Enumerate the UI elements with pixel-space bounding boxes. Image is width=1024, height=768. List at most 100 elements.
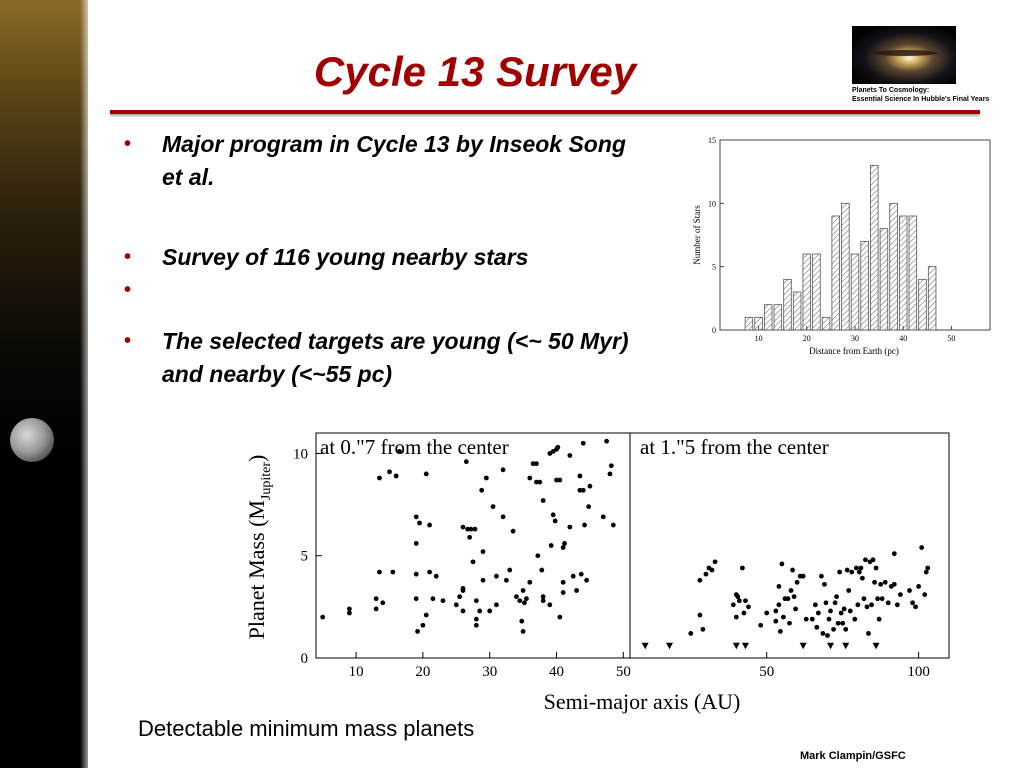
histogram-bar [850, 253, 860, 331]
data-point [733, 614, 739, 620]
histogram-x-tick-label: 40 [899, 334, 907, 343]
data-point [610, 522, 616, 528]
logo-caption: Planets To Cosmology: Essential Science … [852, 86, 989, 104]
data-point [891, 581, 897, 587]
histogram-bar [908, 215, 918, 331]
upper-limit-triangle [827, 642, 835, 650]
data-point [788, 588, 794, 593]
data-point [586, 504, 591, 510]
data-point [535, 553, 541, 559]
data-point [520, 588, 526, 593]
data-point [740, 565, 745, 571]
data-point [866, 631, 871, 636]
scatter-y-tick-label: 0 [301, 651, 309, 667]
scatter-panel-frame [629, 432, 950, 659]
data-point [858, 565, 864, 571]
scatter-x-tick-label: 50 [616, 664, 631, 680]
data-point [380, 600, 386, 606]
data-point [483, 475, 489, 481]
data-point [413, 514, 419, 520]
data-point [473, 616, 479, 622]
scatter-panel-frame [315, 432, 631, 659]
data-point [919, 545, 925, 550]
logo-caption-line2: Essential Science In Hubble's Final Year… [852, 96, 990, 103]
data-point [785, 596, 791, 602]
data-point [387, 469, 392, 475]
histogram-y-tick-label: 0 [712, 326, 716, 335]
data-point [709, 567, 715, 573]
data-point [550, 512, 556, 518]
data-point [843, 626, 849, 632]
data-point [582, 522, 587, 528]
data-point [885, 600, 891, 606]
scatter-x-tick-label: 40 [549, 664, 564, 680]
data-point [527, 475, 533, 481]
histogram-bar [773, 304, 783, 331]
data-point [923, 569, 929, 575]
bullet-item [120, 274, 640, 307]
data-point [530, 461, 536, 467]
data-point [460, 524, 466, 530]
histogram-x-axis-label: Distance from Earth (pc) [809, 346, 899, 356]
histogram-bar [783, 278, 792, 331]
data-point [468, 526, 474, 532]
data-point [873, 565, 879, 571]
data-point [493, 602, 499, 608]
data-point [878, 581, 884, 587]
data-point [470, 559, 476, 565]
data-point [855, 602, 861, 608]
data-point [373, 606, 379, 612]
scatter-points [320, 438, 931, 650]
histogram-x-tick-label: 10 [755, 334, 763, 343]
data-point [913, 604, 918, 610]
data-point [507, 567, 513, 573]
scatter-x-tick-label: 50 [759, 664, 774, 680]
data-point [347, 606, 352, 612]
data-point [430, 596, 436, 602]
upper-limit-triangle [732, 642, 740, 650]
data-point [580, 487, 586, 493]
data-point [480, 549, 486, 555]
data-point [540, 598, 546, 604]
bullet-list: Major program in Cycle 13 by Inseok Song… [120, 128, 640, 391]
data-point [869, 602, 874, 608]
data-point [849, 569, 855, 575]
data-point [510, 528, 516, 534]
data-point [524, 596, 529, 602]
data-point [500, 514, 506, 520]
histogram-bar [763, 304, 773, 331]
data-point [477, 608, 483, 614]
data-point [894, 602, 900, 608]
data-point [800, 573, 806, 579]
data-point [557, 614, 563, 620]
data-point [832, 600, 838, 606]
sombrero-galaxy-logo [852, 26, 956, 84]
upper-limit-triangle [665, 642, 673, 650]
distance-histogram: 10 20 30 40 50 0 5 10 15 Distance from Earth (pc… [692, 136, 991, 356]
data-point [790, 567, 795, 573]
figure-caption: Detectable minimum mass planets [138, 716, 475, 741]
data-point [853, 565, 859, 571]
data-point [577, 473, 583, 479]
data-point [373, 596, 379, 602]
histogram-bar [802, 253, 812, 331]
histogram-y-tick-label: 5 [712, 263, 716, 272]
data-point [557, 477, 563, 483]
data-point [860, 575, 865, 581]
data-point [440, 598, 446, 604]
data-point [574, 588, 579, 593]
histogram-y-tick-label: 10 [708, 199, 716, 208]
upper-limit-triangle [872, 642, 880, 650]
data-point [377, 569, 382, 575]
data-point [472, 526, 478, 532]
data-point [560, 545, 566, 550]
data-point [423, 612, 429, 618]
data-point [539, 567, 545, 573]
data-point [467, 534, 473, 540]
data-point [793, 606, 798, 612]
decorative-left-strip [0, 0, 88, 768]
data-point [776, 602, 782, 608]
histogram-bar [860, 240, 869, 331]
data-point [457, 594, 463, 600]
data-point [413, 571, 419, 577]
